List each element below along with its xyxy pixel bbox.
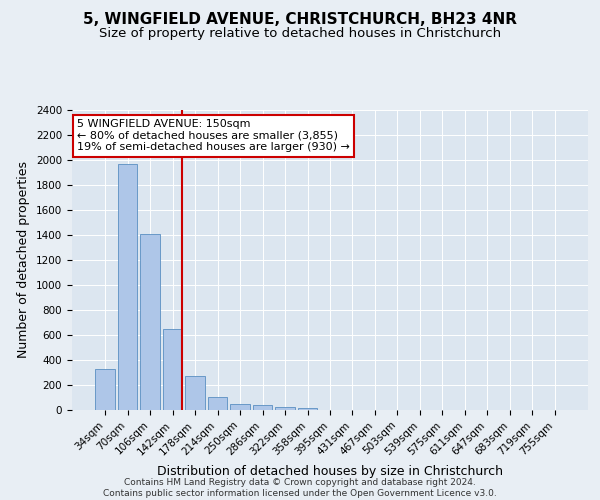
- Bar: [118, 164, 137, 410]
- Y-axis label: Number of detached properties: Number of detached properties: [17, 162, 31, 358]
- X-axis label: Distribution of detached houses by size in Christchurch: Distribution of detached houses by size …: [157, 465, 503, 478]
- Bar: [208, 397, 227, 410]
- Bar: [185, 376, 205, 410]
- Text: 5, WINGFIELD AVENUE, CHRISTCHURCH, BH23 4NR: 5, WINGFIELD AVENUE, CHRISTCHURCH, BH23 …: [83, 12, 517, 28]
- Bar: [253, 405, 272, 410]
- Text: Contains HM Land Registry data © Crown copyright and database right 2024.
Contai: Contains HM Land Registry data © Crown c…: [103, 478, 497, 498]
- Text: 5 WINGFIELD AVENUE: 150sqm
← 80% of detached houses are smaller (3,855)
19% of s: 5 WINGFIELD AVENUE: 150sqm ← 80% of deta…: [77, 119, 350, 152]
- Bar: [95, 370, 115, 410]
- Bar: [298, 408, 317, 410]
- Bar: [275, 406, 295, 410]
- Bar: [163, 329, 182, 410]
- Bar: [140, 234, 160, 410]
- Text: Size of property relative to detached houses in Christchurch: Size of property relative to detached ho…: [99, 28, 501, 40]
- Bar: [230, 404, 250, 410]
